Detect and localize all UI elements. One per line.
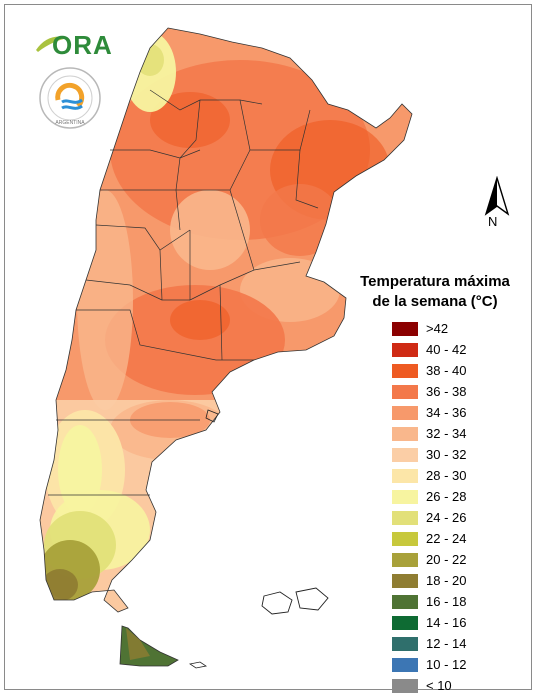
legend-item: 10 - 12: [392, 654, 466, 675]
legend-swatch: [392, 510, 418, 525]
legend-swatch: [392, 615, 418, 630]
legend-swatch: [392, 405, 418, 420]
legend-label: 24 - 26: [426, 510, 467, 525]
leaf-swoosh-icon: [36, 36, 68, 52]
legend-swatch: [392, 321, 418, 336]
legend-label: 40 - 42: [426, 342, 467, 357]
legend-item: >42: [392, 318, 466, 339]
legend-swatch: [392, 594, 418, 609]
legend-label: 16 - 18: [426, 594, 467, 609]
legend-label: 32 - 34: [426, 426, 467, 441]
legend-swatch: [392, 678, 418, 693]
legend-title-line2: de la semana (°C): [372, 293, 498, 310]
legend-label: 10 - 12: [426, 657, 467, 672]
legend-swatch: [392, 447, 418, 462]
legend-item: 22 - 24: [392, 528, 466, 549]
svg-text:ARGENTINA: ARGENTINA: [55, 120, 85, 126]
legend-label: 18 - 20: [426, 573, 467, 588]
legend-item: 12 - 14: [392, 633, 466, 654]
legend-item: 26 - 28: [392, 486, 466, 507]
legend-label: 22 - 24: [426, 531, 467, 546]
legend-title-line1: Temperatura máxima: [360, 273, 510, 290]
north-arrow-icon: [484, 176, 510, 216]
legend-item: 16 - 18: [392, 591, 466, 612]
legend-item: 38 - 40: [392, 360, 466, 381]
legend-swatch: [392, 384, 418, 399]
legend-label: 20 - 22: [426, 552, 467, 567]
legend-label: >42: [426, 321, 449, 336]
legend-label: 14 - 16: [426, 615, 467, 630]
legend-swatch: [392, 489, 418, 504]
legend-item: < 10: [392, 675, 466, 696]
legend-item: 36 - 38: [392, 381, 466, 402]
legend-swatch: [392, 573, 418, 588]
tierra-del-fuego-warm: [126, 628, 150, 660]
legend-label: 28 - 30: [426, 468, 467, 483]
legend-swatch: [392, 552, 418, 567]
north-label: N: [488, 214, 498, 229]
legend-title: Temperatura máxima de la semana (°C): [340, 272, 530, 312]
legend-item: 34 - 36: [392, 402, 466, 423]
legend-swatch: [392, 636, 418, 651]
legend-label: 38 - 40: [426, 363, 467, 378]
legend-label: 26 - 28: [426, 489, 467, 504]
legend-item: 30 - 32: [392, 444, 466, 465]
ora-logo: ORA: [34, 28, 112, 62]
smn-seal: ARGENTINA: [38, 66, 102, 130]
legend-item: 14 - 16: [392, 612, 466, 633]
province-boundaries: [48, 89, 319, 496]
legend-label: 34 - 36: [426, 405, 467, 420]
legend-swatch: [392, 468, 418, 483]
legend-item: 20 - 22: [392, 549, 466, 570]
legend-label: 30 - 32: [426, 447, 467, 462]
legend-swatch: [392, 342, 418, 357]
legend: >42 40 - 42 38 - 40 36 - 38 34 - 36 32 -…: [392, 318, 466, 696]
legend-item: 40 - 42: [392, 339, 466, 360]
legend-swatch: [392, 426, 418, 441]
small-islands: [188, 409, 219, 669]
legend-item: 18 - 20: [392, 570, 466, 591]
legend-item: 28 - 30: [392, 465, 466, 486]
legend-label: 36 - 38: [426, 384, 467, 399]
ora-logo-text: ORA: [52, 30, 113, 60]
legend-swatch: [392, 657, 418, 672]
legend-item: 24 - 26: [392, 507, 466, 528]
legend-swatch: [392, 531, 418, 546]
legend-swatch: [392, 363, 418, 378]
legend-item: 32 - 34: [392, 423, 466, 444]
legend-label: < 10: [426, 678, 452, 693]
legend-label: 12 - 14: [426, 636, 467, 651]
malvinas-islands: [261, 587, 329, 615]
